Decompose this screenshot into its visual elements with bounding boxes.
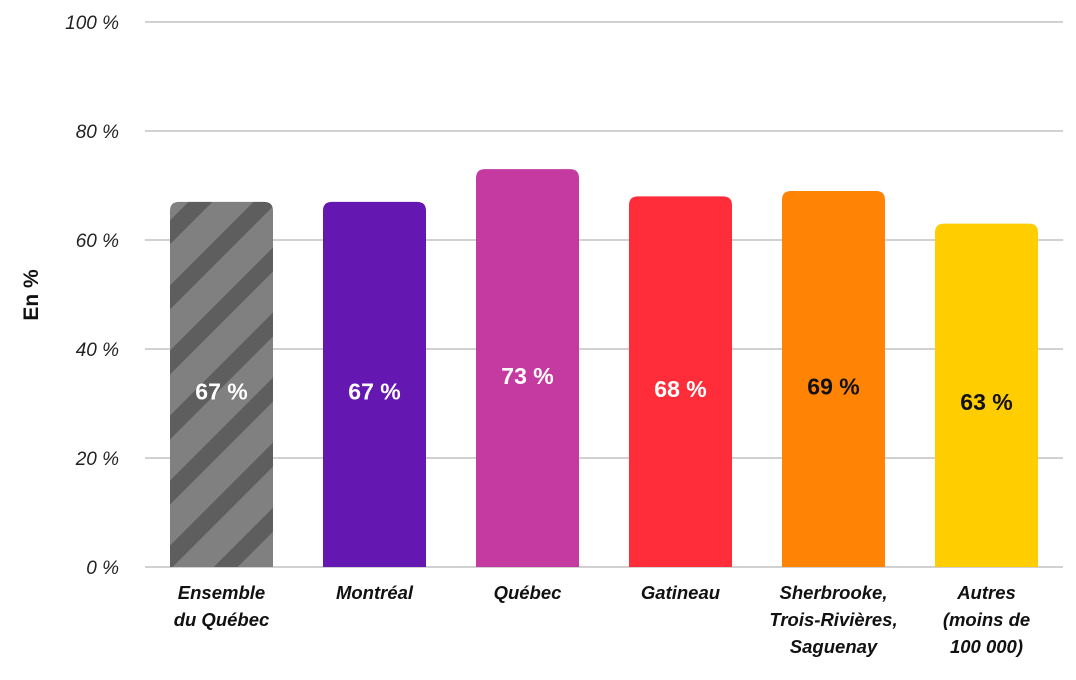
bars: 67 % 67 % 73 % 68 % 69 % 63 % [170,169,1038,567]
gridlines [145,21,1063,568]
x-tick-label: 100 000) [950,636,1023,657]
data-label: 69 % [807,373,859,399]
y-tick-label: 0 % [86,558,119,579]
x-tick-label: Québec [494,582,563,603]
x-tick-label: Montréal [336,582,414,603]
bar [323,201,426,567]
bar [935,223,1038,567]
bar [476,169,579,567]
x-tick-label: Saguenay [790,636,879,657]
data-label: 67 % [348,379,400,405]
y-tick-label: 80 % [76,122,119,143]
x-tick-label: Sherbrooke, [780,582,888,603]
x-tick-label: du Québec [174,609,270,630]
y-tick-label: 100 % [65,13,119,34]
data-label: 63 % [960,389,1012,415]
y-tick-label: 60 % [76,231,119,252]
y-tick-label: 40 % [76,340,119,361]
x-tick-label: Autres [956,582,1016,603]
x-axis: Ensemble du Québec Montréal Québec Gatineau S… [174,582,1030,657]
data-label: 73 % [501,363,553,389]
data-label: 67 % [195,379,247,405]
y-axis-label: En % [20,269,43,321]
y-axis: En % 0 % 20 % 40 % 60 % 80 % 100 % [20,13,119,579]
x-tick-label: Trois-Rivières, [769,609,897,630]
x-tick-label: Gatineau [641,582,720,603]
bar [782,190,885,567]
data-label: 68 % [654,376,706,402]
bar [170,201,273,567]
y-tick-label: 20 % [75,449,119,470]
x-tick-label: Ensemble [178,582,265,603]
x-tick-label: (moins de [943,609,1030,630]
bar [629,196,732,567]
